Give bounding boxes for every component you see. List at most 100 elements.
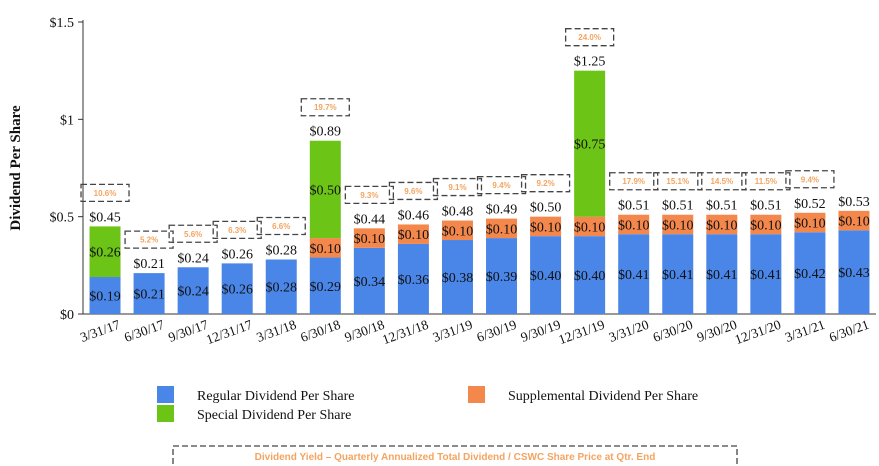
regular-dividend-label: $0.40	[530, 269, 562, 284]
total-dividend-label: $0.28	[266, 243, 298, 258]
supplemental-dividend-label: $0.10	[750, 218, 782, 233]
yield-box	[476, 175, 527, 195]
supplemental-dividend-label: $0.10	[486, 222, 518, 237]
total-dividend-label: $0.48	[442, 205, 474, 220]
x-tick-label: 3/31/18	[254, 317, 298, 345]
supplemental-dividend-label: $0.10	[530, 220, 562, 235]
y-tick-label: $1	[60, 113, 74, 128]
footnote: Dividend Yield – Quarterly Annualized To…	[172, 445, 738, 466]
regular-dividend-bar	[706, 234, 738, 314]
yield-box	[124, 230, 174, 249]
yield-boxes: 10.6% 5.2% 5.6% 6.3% 6.6% 19.7% 9.3% 9.6% 9.1% 9.…	[80, 28, 835, 249]
regular-dividend-label: $0.36	[398, 273, 430, 288]
yield-box	[80, 183, 130, 203]
x-tick-label: 12/31/18	[380, 317, 430, 348]
supplemental-dividend-bar	[794, 212, 826, 233]
regular-dividend-bar	[441, 240, 473, 314]
regular-dividend-bar	[221, 263, 253, 314]
total-dividend-label: $0.26	[221, 247, 253, 262]
yield-box	[300, 98, 350, 117]
y-axis-title: Dividend Per Share	[8, 105, 24, 231]
regular-dividend-label: $0.43	[838, 266, 870, 281]
legend-swatch	[157, 386, 174, 403]
supplemental-dividend-bar	[662, 214, 694, 235]
regular-dividend-label: $0.41	[750, 268, 782, 283]
legend-swatch	[157, 405, 174, 422]
regular-dividend-label: $0.42	[794, 267, 826, 282]
x-tick-label: 3/31/17	[78, 317, 122, 345]
x-tick-label: 9/30/20	[695, 317, 739, 345]
yield-box	[609, 172, 659, 191]
supplemental-dividend-label: $0.10	[838, 215, 870, 230]
x-tick-label: 6/30/21	[827, 317, 871, 345]
regular-dividend-bar	[662, 234, 694, 314]
x-tick-label: 12/31/17	[204, 317, 254, 348]
total-dividend-label: $0.51	[706, 199, 738, 214]
regular-dividend-label: $0.38	[442, 271, 474, 286]
regular-dividend-label: $0.41	[618, 268, 650, 283]
supplemental-dividend-bar	[618, 214, 650, 235]
yield-label: 9.4%	[492, 181, 510, 190]
total-dividend-label: $0.53	[838, 195, 870, 210]
y-tick-label: $1.5	[50, 16, 75, 31]
regular-dividend-bar	[794, 232, 826, 314]
regular-dividend-label: $0.34	[354, 275, 386, 290]
total-dividend-label: $1.25	[574, 55, 606, 70]
yield-box	[741, 172, 791, 191]
yield-label: 6.3%	[228, 226, 246, 235]
regular-dividend-label: $0.28	[266, 281, 298, 296]
x-tick-label: 6/30/17	[122, 317, 166, 345]
special-dividend-bar	[309, 140, 341, 239]
y-tick-label: $0.5	[50, 211, 75, 226]
footnote-text: Dividend Yield – Quarterly Annualized To…	[255, 452, 656, 463]
yield-label: 9.4%	[801, 175, 819, 184]
yield-box	[697, 172, 747, 191]
yield-label: 24.0%	[578, 33, 601, 42]
regular-dividend-label: $0.19	[89, 290, 121, 305]
regular-dividend-bar	[750, 234, 782, 314]
yield-label: 19.7%	[314, 103, 337, 112]
x-tick-label: 6/30/18	[298, 317, 342, 345]
total-dividend-label: $0.50	[530, 201, 562, 216]
supplemental-dividend-label: $0.10	[574, 220, 606, 235]
yield-box	[564, 28, 615, 47]
total-dividend-label: $0.21	[133, 257, 165, 272]
supplemental-dividend-label: $0.10	[398, 228, 430, 243]
regular-dividend-label: $0.26	[221, 283, 253, 298]
regular-dividend-bar	[486, 238, 518, 314]
regular-dividend-bar	[530, 236, 562, 314]
regular-dividend-bar	[177, 267, 209, 314]
y-axis: $0 $0.5 $1 $1.5 Dividend Per Share	[8, 16, 876, 323]
regular-dividend-bar	[574, 236, 606, 314]
yield-box	[432, 177, 483, 197]
supplemental-dividend-label: $0.10	[706, 218, 738, 233]
yield-label: 10.6%	[94, 189, 117, 198]
yield-box	[344, 185, 395, 204]
yield-box	[256, 216, 306, 236]
footnote-box	[172, 445, 738, 466]
legend-swatch	[468, 386, 485, 403]
special-dividend-bar	[574, 70, 606, 217]
regular-dividend-label: $0.41	[662, 268, 694, 283]
yield-label: 5.6%	[184, 230, 202, 239]
regular-dividend-bar	[265, 259, 297, 314]
supplemental-dividend-bar	[530, 216, 562, 237]
supplemental-dividend-label: $0.10	[442, 224, 474, 239]
special-dividend-label: $0.75	[574, 138, 606, 153]
x-tick-label: 3/31/20	[607, 317, 651, 345]
y-tick-label: $0	[60, 308, 74, 323]
x-tick-label: 9/30/18	[342, 317, 386, 345]
total-dividend-label: $0.51	[662, 199, 694, 214]
regular-dividend-label: $0.29	[310, 280, 342, 295]
supplemental-dividend-bar	[441, 220, 473, 241]
yield-label: 11.5%	[755, 177, 777, 186]
yield-label: 9.1%	[448, 183, 466, 192]
regular-dividend-bar	[618, 234, 650, 314]
regular-dividend-label: $0.41	[706, 268, 738, 283]
x-tick-label: 3/31/19	[431, 317, 475, 345]
regular-dividend-bar	[353, 247, 385, 314]
yield-label: 5.2%	[140, 236, 158, 245]
yield-box	[520, 174, 571, 193]
